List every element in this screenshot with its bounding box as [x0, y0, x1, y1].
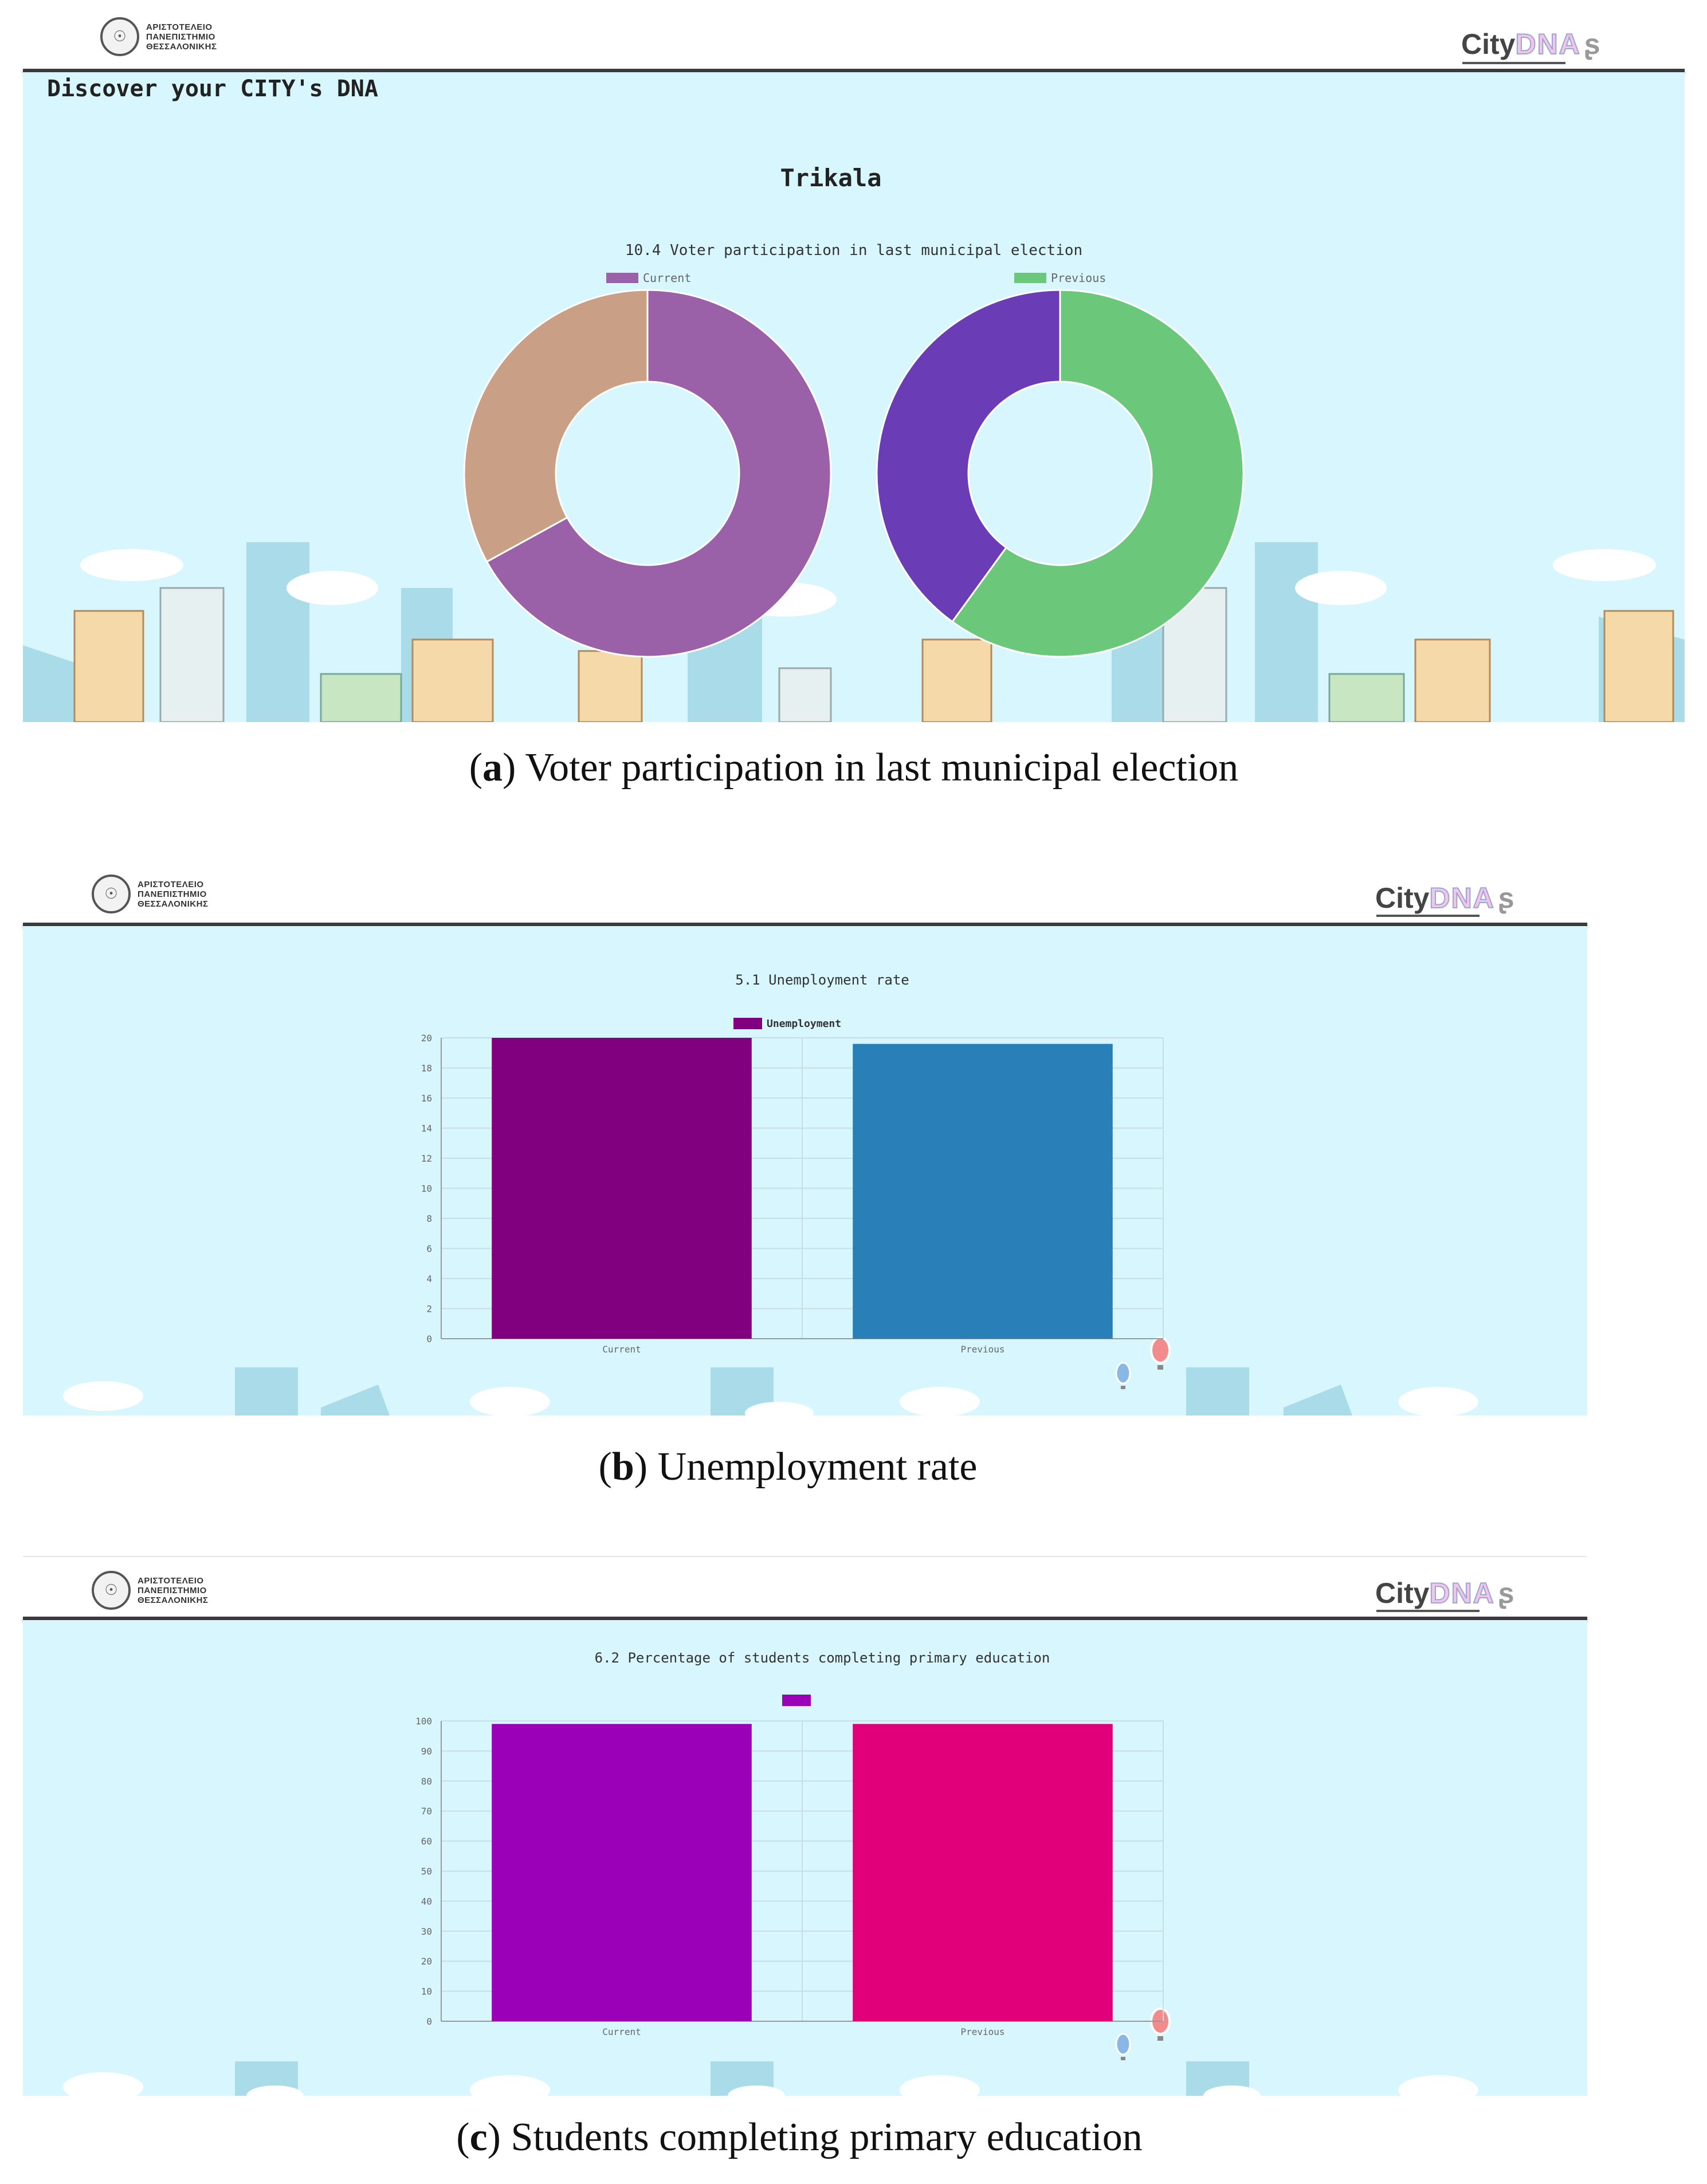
auth-logo[interactable]: ☉ ΑΡΙΣΤΟΤΕΛΕΙΟ ΠΑΝΕΠΙΣΤΗΜΙΟ ΘΕΣΣΑΛΟΝΙΚΗΣ: [92, 875, 208, 913]
header-bar: ☉ ΑΡΙΣΤΟΤΕΛΕΙΟ ΠΑΝΕΠΙΣΤΗΜΙΟ ΘΕΣΣΑΛΟΝΙΚΗΣ…: [23, 0, 1685, 68]
auth-logo[interactable]: ☉ ΑΡΙΣΤΟΤΕΛΕΙΟ ΠΑΝΕΠΙΣΤΗΜΙΟ ΘΕΣΣΑΛΟΝΙΚΗΣ: [92, 1571, 208, 1610]
cloud-background: [63, 2007, 1478, 2096]
bar-current: [492, 1038, 752, 1339]
header-divider: [23, 69, 1685, 72]
y-tick-label: 12: [421, 1153, 432, 1164]
caption-b: (b) Unemployment rate: [598, 1445, 978, 1489]
y-tick-label: 50: [421, 1866, 432, 1877]
citydna-logo[interactable]: City DNA ʂ: [1375, 881, 1514, 915]
legend-label-previous: Previous: [1051, 271, 1106, 285]
donut-slice-current-1: [463, 289, 649, 563]
seal-icon: ☉: [100, 17, 139, 56]
y-tick-label: 30: [421, 1926, 432, 1937]
x-tick-label: Current: [602, 2026, 641, 2037]
auth-name: ΑΡΙΣΤΟΤΕΛΕΙΟ ΠΑΝΕΠΙΣΤΗΜΙΟ ΘΕΣΣΑΛΟΝΙΚΗΣ: [146, 22, 217, 52]
legend-swatch: [782, 1695, 811, 1706]
y-tick-label: 20: [421, 1956, 432, 1967]
header-divider: [23, 923, 1587, 926]
y-tick-label: 10: [421, 1183, 432, 1194]
donut-slice-previous-0: [951, 289, 1245, 658]
panel-c: ☉ ΑΡΙΣΤΟΤΕΛΕΙΟ ΠΑΝΕΠΙΣΤΗΜΙΟ ΘΕΣΣΑΛΟΝΙΚΗΣ…: [23, 1556, 1587, 2184]
citydna-logo[interactable]: City DNA ʂ: [1375, 1577, 1514, 1610]
citydna-underline: [1376, 915, 1480, 917]
bar-previous: [853, 1044, 1113, 1339]
bar-current: [492, 1724, 752, 2021]
dna-helix-icon: ʂ: [1498, 1577, 1514, 1609]
chart-area: 6.2 Percentage of students completing pr…: [23, 1620, 1587, 2096]
y-tick-label: 2: [426, 1304, 432, 1315]
legend-swatch: [733, 1018, 762, 1029]
y-tick-label: 10: [421, 1986, 432, 1997]
panel-a: ☉ ΑΡΙΣΤΟΤΕΛΕΙΟ ΠΑΝΕΠΙΣΤΗΜΙΟ ΘΕΣΣΑΛΟΝΙΚΗΣ…: [23, 0, 1685, 790]
header-divider: [23, 1617, 1587, 1620]
donut-chart: Current Previous: [463, 271, 1245, 658]
legend-label-current: Current: [643, 271, 691, 285]
header-bar: ☉ ΑΡΙΣΤΟΤΕΛΕΙΟ ΠΑΝΕΠΙΣΤΗΜΙΟ ΘΕΣΣΑΛΟΝΙΚΗΣ…: [23, 860, 1587, 922]
balloon-icons: [1115, 1336, 1171, 1389]
citydna-logo[interactable]: City DNA ʂ: [1461, 28, 1600, 61]
bar-chart-unemployment: 0 2 4 6 8 10 12 14 16 18 20 Current Previous Unemploy…: [421, 1018, 1164, 1355]
y-tick-label: 0: [426, 1334, 432, 1344]
y-tick-label: 16: [421, 1093, 432, 1104]
donut-slice-previous-1: [876, 289, 1061, 623]
chart-area: Discover your CITY's DNA Trikala 10.4 Vo…: [23, 72, 1685, 722]
chart-title: 6.2 Percentage of students completing pr…: [594, 1650, 1050, 1666]
y-tick-label: 6: [426, 1244, 432, 1254]
auth-name: ΑΡΙΣΤΟΤΕΛΕΙΟ ΠΑΝΕΠΙΣΤΗΜΙΟ ΘΕΣΣΑΛΟΝΙΚΗΣ: [138, 1575, 209, 1605]
y-tick-label: 4: [426, 1273, 432, 1284]
dna-helix-icon: ʂ: [1584, 28, 1600, 60]
chart-title: 5.1 Unemployment rate: [735, 972, 909, 988]
city-name: Trikala: [780, 164, 882, 192]
panel-b: ☉ ΑΡΙΣΤΟΤΕΛΕΙΟ ΠΑΝΕΠΙΣΤΗΜΙΟ ΘΕΣΣΑΛΟΝΙΚΗΣ…: [23, 860, 1587, 1489]
y-tick-label: 60: [421, 1836, 432, 1847]
auth-name: ΑΡΙΣΤΟΤΕΛΕΙΟ ΠΑΝΕΠΙΣΤΗΜΙΟ ΘΕΣΣΑΛΟΝΙΚΗΣ: [138, 879, 209, 909]
y-tick-label: 0: [426, 2016, 432, 2027]
chart-title: 10.4 Voter participation in last municip…: [625, 242, 1083, 259]
x-tick-label: Previous: [960, 2026, 1004, 2037]
top-border: [23, 1556, 1587, 1557]
y-tick-label: 8: [426, 1213, 432, 1224]
bar-previous: [853, 1724, 1113, 2021]
seal-icon: ☉: [92, 1571, 131, 1610]
y-tick-label: 18: [421, 1063, 432, 1074]
bar-chart-primary-education: 0 10 20 30 40 50 60 70 80 90 100 Current Previous: [415, 1695, 1164, 2037]
y-tick-label: 70: [421, 1806, 432, 1817]
y-tick-label: 14: [421, 1123, 432, 1134]
legend-label: Unemployment: [767, 1018, 841, 1030]
y-tick-label: 40: [421, 1896, 432, 1907]
x-tick-label: Previous: [960, 1344, 1004, 1355]
cloud-background: [63, 1336, 1478, 1416]
header-bar: ☉ ΑΡΙΣΤΟΤΕΛΕΙΟ ΠΑΝΕΠΙΣΤΗΜΙΟ ΘΕΣΣΑΛΟΝΙΚΗΣ…: [23, 1557, 1587, 1617]
caption-a: (a) Voter participation in last municipa…: [469, 746, 1239, 790]
y-tick-label: 90: [421, 1746, 432, 1756]
dna-helix-icon: ʂ: [1498, 882, 1514, 914]
legend-swatch-previous: [1014, 273, 1046, 283]
page-subtitle: Discover your CITY's DNA: [47, 76, 378, 102]
chart-area: 5.1 Unemployment rate 0 2 4 6 8 10 12 14 16 18 20 C…: [23, 926, 1587, 1416]
citydna-underline: [1462, 62, 1565, 64]
seal-icon: ☉: [92, 875, 131, 913]
auth-logo[interactable]: ☉ ΑΡΙΣΤΟΤΕΛΕΙΟ ΠΑΝΕΠΙΣΤΗΜΙΟ ΘΕΣΣΑΛΟΝΙΚΗΣ: [100, 17, 217, 56]
donut-slice-current-0: [485, 289, 832, 658]
y-tick-label: 100: [415, 1716, 432, 1727]
caption-c: (c) Students completing primary educatio…: [456, 2115, 1143, 2159]
x-tick-label: Current: [602, 1344, 641, 1355]
y-tick-label: 20: [421, 1033, 432, 1044]
citydna-underline: [1376, 1610, 1480, 1612]
y-tick-label: 80: [421, 1776, 432, 1787]
legend-swatch-current: [606, 273, 638, 283]
